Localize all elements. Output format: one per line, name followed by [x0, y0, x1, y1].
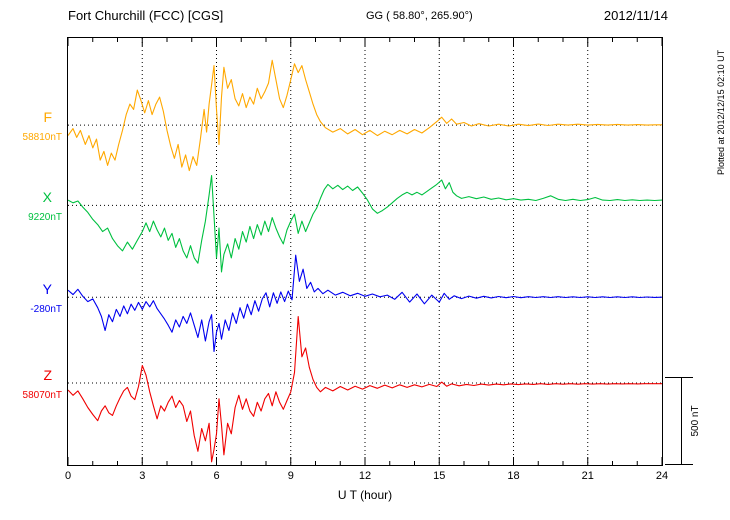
- scale-bar-label: 500 nT: [690, 405, 701, 437]
- geographic-coordinates: GG ( 58.80°, 265.90°): [366, 10, 473, 22]
- x-tick-label-3: 3: [139, 470, 146, 482]
- plotted-at-note: Plotted at 2012/12/15 02:10 UT: [716, 49, 726, 175]
- trace-baseline-f: 58810nT: [22, 132, 62, 143]
- plot-date: 2012/11/14: [603, 8, 668, 23]
- x-tick-label-24: 24: [655, 470, 669, 482]
- trace-baseline-x: 9220nT: [28, 212, 62, 223]
- trace-label-f: F: [43, 109, 52, 125]
- x-tick-label-6: 6: [213, 470, 220, 482]
- x-tick-label-0: 0: [64, 470, 72, 482]
- trace-label-z: Z: [43, 367, 52, 383]
- trace-baseline-y: -280nT: [30, 304, 62, 315]
- x-tick-label-18: 18: [507, 470, 520, 482]
- x-axis-title: U T (hour): [337, 488, 393, 502]
- scale-bar-tick-top: [665, 377, 693, 379]
- trace-z: [68, 315, 662, 463]
- trace-label-x: X: [42, 189, 52, 205]
- trace-label-y: Y: [42, 281, 52, 297]
- x-tick-label-9: 9: [287, 470, 294, 482]
- trace-f: [68, 59, 662, 172]
- trace-x: [68, 175, 662, 273]
- x-tick-label-15: 15: [433, 470, 446, 482]
- magnetogram-plot-area: [67, 37, 663, 466]
- trace-y: [68, 254, 662, 353]
- station-title: Fort Churchill (FCC) [CGS]: [68, 8, 224, 23]
- x-tick-label-12: 12: [358, 470, 372, 482]
- scale-bar-tick-bottom: [665, 464, 693, 465]
- magnetogram-plot: [68, 38, 662, 465]
- trace-baseline-z: 58070nT: [22, 390, 62, 401]
- scale-bar-line: [681, 377, 682, 465]
- x-tick-label-21: 21: [581, 470, 594, 482]
